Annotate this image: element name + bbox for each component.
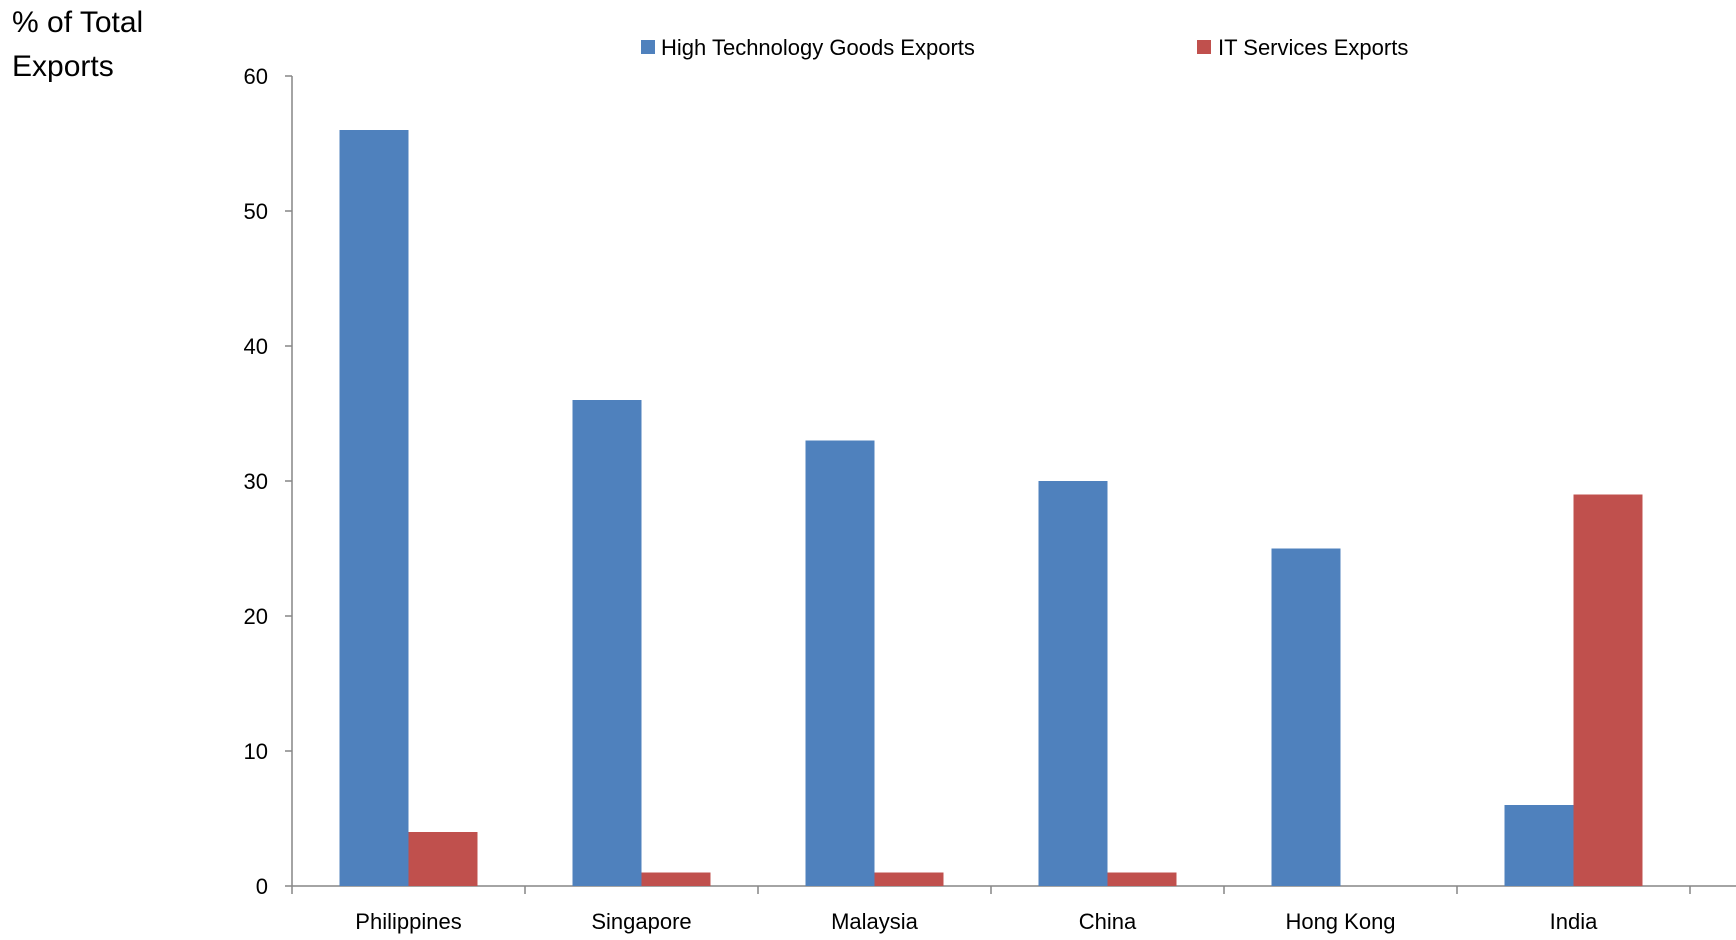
y-axis-label-line-1: % of Total [12,6,143,39]
x-category-label: India [1550,909,1598,934]
x-category-label: Philippines [355,909,461,934]
legend: High Technology Goods Exports IT Service… [641,35,1408,60]
x-category-label: China [1079,909,1137,934]
y-tick-label: 10 [244,739,268,764]
legend-swatch-high-tech-goods [641,40,655,54]
legend-label-it-services: IT Services Exports [1218,35,1408,60]
bar-high-tech-goods [1271,548,1341,886]
axes [285,75,1736,894]
bar-high-tech-goods [339,130,409,886]
y-tick-label: 0 [256,874,268,899]
y-tick-label: 60 [244,64,268,89]
bar-it-services [641,872,711,886]
legend-swatch-it-services [1197,40,1211,54]
bar-it-services [1107,872,1177,886]
bars [339,130,1643,886]
bar-high-tech-goods [1038,481,1108,886]
y-tick-label: 30 [244,469,268,494]
bar-high-tech-goods [805,440,875,886]
axis-labels: 0 10 20 30 40 50 60 Philippines Singapore Malaysi… [244,64,1599,934]
legend-label-high-tech-goods: High Technology Goods Exports [661,35,975,60]
y-tick-label: 20 [244,604,268,629]
bar-it-services [874,872,944,886]
x-category-label: Hong Kong [1285,909,1395,934]
y-tick-label: 50 [244,199,268,224]
x-category-label: Malaysia [831,909,919,934]
x-category-label: Singapore [591,909,691,934]
bar-high-tech-goods [1504,805,1574,886]
bar-it-services [1573,494,1643,886]
bar-it-services [408,832,478,886]
y-tick-label: 40 [244,334,268,359]
y-axis-label-line-2: Exports [12,50,114,83]
bar-high-tech-goods [572,400,642,886]
